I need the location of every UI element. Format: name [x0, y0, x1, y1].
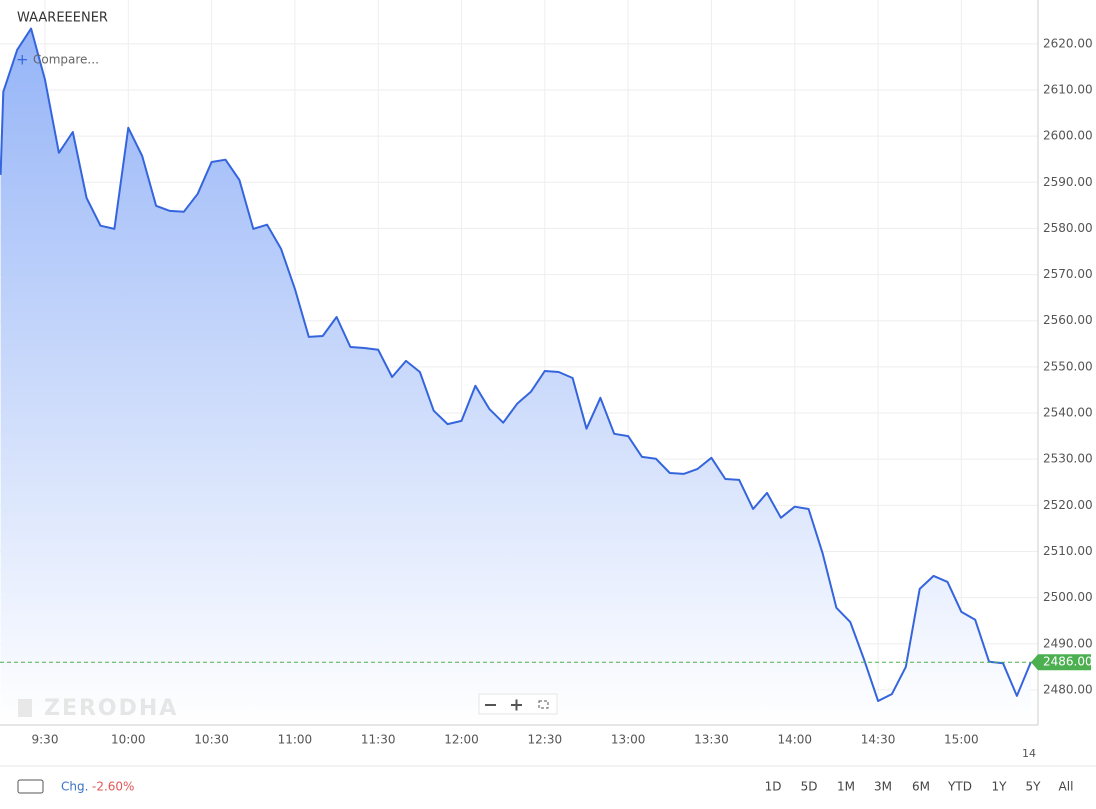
watermark-logo [18, 699, 32, 717]
range-button[interactable]: 3M [874, 780, 892, 794]
range-button[interactable]: 5Y [1026, 780, 1042, 794]
area [0, 28, 1031, 726]
x-tick-label: 12:30 [528, 733, 563, 747]
y-tick-label: 2560.00 [1043, 313, 1093, 327]
y-tick-label: 2580.00 [1043, 221, 1093, 235]
range-button[interactable]: YTD [947, 780, 972, 794]
x-tick-label: 10:00 [111, 733, 146, 747]
y-tick-label: 2570.00 [1043, 267, 1093, 281]
watermark: ZERODHA [44, 696, 178, 721]
compare-button[interactable]: Compare... [33, 53, 99, 67]
symbol-title: WAAREEENER [17, 11, 108, 26]
y-tick-label: 2590.00 [1043, 175, 1093, 189]
x-tick-label: 11:30 [361, 733, 396, 747]
last-price-badge [1031, 654, 1091, 671]
x-tick-label: 14:30 [861, 733, 896, 747]
x-tick-label: 11:00 [278, 733, 313, 747]
y-tick-label: 2600.00 [1043, 129, 1093, 143]
range-button[interactable]: 1M [837, 780, 855, 794]
y-tick-label: 2520.00 [1043, 498, 1093, 512]
x-tick-label: 14:00 [777, 733, 812, 747]
price-line [0, 27, 1032, 702]
x-tick-label: 10:30 [194, 733, 229, 747]
y-tick-label: 2510.00 [1043, 544, 1093, 558]
range-buttons: 1D 5D 1M 3M 6M YTD 1Y 5Y All [765, 780, 1074, 794]
range-button[interactable]: 1D [765, 780, 782, 794]
x-tick-label: 13:00 [611, 733, 646, 747]
y-tick-label: 2500.00 [1043, 590, 1093, 604]
change-label: Chg. [61, 780, 88, 794]
fullscreen[interactable] [538, 700, 549, 709]
y-tick-label: 2540.00 [1043, 406, 1093, 420]
range-button[interactable]: All [1059, 780, 1074, 794]
last-price-label: 2486.00 [1043, 655, 1093, 669]
x-tick-label: 15:00 [944, 733, 979, 747]
x-tick-label: 13:30 [694, 733, 729, 747]
change-value: -2.60% [92, 780, 134, 794]
y-tick-label: 2530.00 [1043, 452, 1093, 466]
keyboard-icon[interactable] [17, 779, 44, 794]
data [0, 27, 1038, 726]
zoom-controls [478, 693, 558, 715]
range-button[interactable]: 6M [912, 780, 930, 794]
x-corner-label: 14 [1022, 747, 1036, 760]
y-tick-label: 2550.00 [1043, 359, 1093, 373]
compare-icon[interactable]: + [16, 51, 29, 69]
range-button[interactable]: 5D [801, 780, 818, 794]
range-button[interactable]: 1Y [992, 780, 1008, 794]
y-tick-label: 2610.00 [1043, 82, 1093, 96]
y-tick-label: 2480.00 [1043, 682, 1093, 696]
y-tick-label: 2490.00 [1043, 636, 1093, 650]
x-tick-label: 9:30 [32, 733, 59, 747]
y-tick-label: 2620.00 [1043, 36, 1093, 50]
x-tick-label: 12:00 [444, 733, 479, 747]
